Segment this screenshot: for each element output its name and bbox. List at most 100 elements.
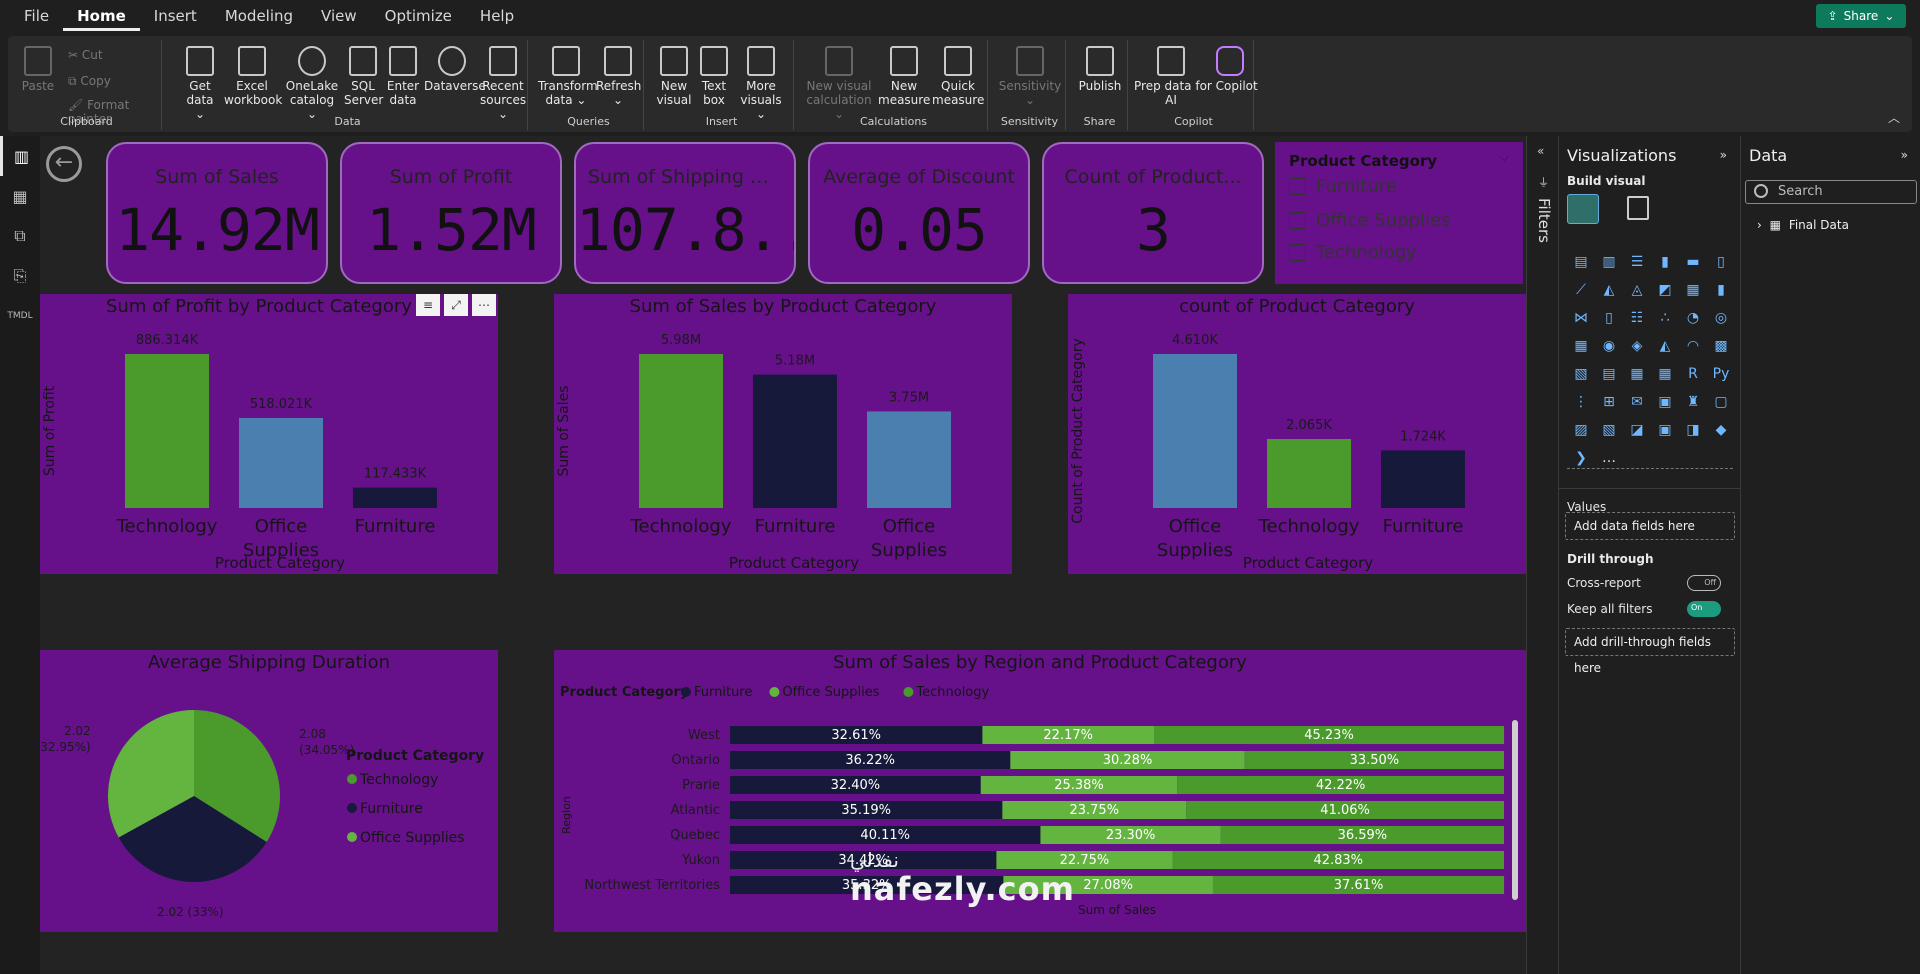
card-sum-of-sales[interactable]: Sum of Sales 14.92M bbox=[106, 142, 328, 284]
prep-data-copilot-button[interactable]: Prep data for Copilot AI bbox=[1134, 46, 1258, 107]
enter-data-button[interactable]: Enter data bbox=[384, 46, 422, 107]
get-data-button[interactable]: Get data ⌄ bbox=[180, 46, 220, 121]
more-options-icon[interactable]: ⋯ bbox=[472, 294, 496, 316]
checkbox[interactable] bbox=[1289, 212, 1306, 229]
visual-type-area-icon[interactable]: ◭ bbox=[1603, 282, 1615, 298]
collapse-right-icon[interactable]: » bbox=[1719, 148, 1727, 162]
share-button[interactable]: ⇪ Share ⌄ bbox=[1816, 4, 1906, 28]
sensitivity-button[interactable]: Sensitivity ⌄ bbox=[998, 46, 1062, 107]
visual-type-power-automate-icon[interactable]: ▣ bbox=[1658, 422, 1672, 438]
table-tree-item[interactable]: › ▦ Final Data bbox=[1757, 218, 1849, 232]
visual-type-card-icon[interactable]: ▩ bbox=[1714, 338, 1728, 354]
visual-type-100-area-icon[interactable]: ◩ bbox=[1658, 282, 1672, 298]
sql-server-button[interactable]: SQL Server bbox=[344, 46, 383, 107]
cross-report-toggle[interactable]: Off bbox=[1687, 575, 1721, 591]
chevron-right-icon[interactable]: › bbox=[1757, 218, 1762, 232]
dataverse-button[interactable]: Dataverse bbox=[424, 46, 486, 93]
visual-type-100-bar-icon[interactable]: ▬ bbox=[1686, 254, 1700, 270]
visual-type-clustered-column-icon[interactable]: ▮ bbox=[1661, 254, 1669, 270]
menu-file[interactable]: File bbox=[24, 7, 50, 25]
back-arrow-icon[interactable]: ← bbox=[46, 146, 82, 182]
slicer-option-furniture[interactable]: Furniture bbox=[1289, 176, 1397, 197]
filters-pane-collapsed[interactable]: « ⏚ Filters bbox=[1526, 136, 1558, 974]
quick-measure-button[interactable]: Quick measure bbox=[932, 46, 984, 107]
visual-type-metrics-icon[interactable]: ♜ bbox=[1686, 394, 1700, 410]
visual-type-diamond-icon[interactable]: ◆ bbox=[1715, 422, 1727, 438]
visual-type-line-stacked-column-icon[interactable]: ▮ bbox=[1717, 282, 1725, 298]
recent-sources-button[interactable]: Recent sources ⌄ bbox=[480, 46, 526, 121]
excel-workbook-button[interactable]: Excel workbook bbox=[224, 46, 282, 107]
copilot-button[interactable] bbox=[1208, 46, 1252, 79]
checkbox[interactable] bbox=[1289, 178, 1306, 195]
card-sum-of-profit[interactable]: Sum of Profit 1.52M bbox=[340, 142, 562, 284]
drill-through-drop-zone[interactable]: Add drill-through fields here bbox=[1565, 628, 1735, 675]
text-box-button[interactable]: Text box bbox=[696, 46, 732, 107]
copy-button[interactable]: ⧉ Copy bbox=[68, 74, 111, 88]
collapse-ribbon-icon[interactable]: ︿ bbox=[1887, 111, 1900, 125]
visual-type-python-icon[interactable]: Py bbox=[1712, 366, 1730, 382]
visual-type-line-column-icon[interactable]: ▦ bbox=[1686, 282, 1700, 298]
menu-home[interactable]: Home bbox=[63, 1, 140, 31]
visual-type-100-column-icon[interactable]: ▯ bbox=[1717, 254, 1725, 270]
visual-type-funnel-icon[interactable]: ☷ bbox=[1630, 310, 1644, 326]
format-painter-button[interactable]: 🖌 Format painter bbox=[68, 98, 130, 126]
paste-button[interactable]: Paste bbox=[18, 46, 58, 93]
visual-profit-by-category[interactable]: Sum of Profit by Product Category ≡ ⤢ ⋯ … bbox=[40, 294, 498, 574]
collapse-right-icon[interactable]: » bbox=[1900, 148, 1908, 162]
visual-type-matrix-icon[interactable]: ▦ bbox=[1658, 366, 1672, 382]
cut-button[interactable]: ✂ Cut bbox=[68, 48, 103, 62]
visual-type-r-script-icon[interactable]: R bbox=[1688, 366, 1698, 382]
table-view-icon[interactable]: ▦ bbox=[12, 186, 28, 206]
filter-icon[interactable]: ≡ bbox=[416, 294, 440, 316]
visual-average-shipping-duration[interactable]: Average Shipping Duration 2.08 (34.05%) 2.… bbox=[36, 650, 498, 932]
visual-type-qna-icon[interactable]: ✉ bbox=[1631, 394, 1643, 410]
visual-type-slicer-icon[interactable]: ▤ bbox=[1602, 366, 1616, 382]
refresh-button[interactable]: Refresh ⌄ bbox=[596, 46, 641, 107]
chevron-down-icon[interactable]: ⌵ bbox=[1499, 150, 1509, 164]
focus-mode-icon[interactable]: ⤢ bbox=[444, 294, 468, 316]
visual-type-chevron-icon[interactable]: ❯ bbox=[1575, 450, 1587, 466]
visual-type-kpi-icon[interactable]: ▧ bbox=[1574, 366, 1588, 382]
slicer-option-office-supplies[interactable]: Office Supplies bbox=[1289, 210, 1450, 231]
dax-query-icon[interactable]: ⎘ bbox=[13, 266, 27, 285]
visual-type-key-influencers-icon[interactable]: ⋮ bbox=[1574, 394, 1588, 410]
card-average-of-discount[interactable]: Average of Discount 0.05 bbox=[808, 142, 1030, 284]
model-view-icon[interactable]: ⧉ bbox=[14, 226, 26, 245]
visual-type-table-icon[interactable]: ▦ bbox=[1630, 366, 1644, 382]
new-visual-calculation-button[interactable]: New visual calculation ⌄ bbox=[804, 46, 874, 121]
report-view-icon[interactable]: ▥ bbox=[0, 136, 40, 176]
visual-type-stacked-bar-icon[interactable]: ▤ bbox=[1574, 254, 1588, 270]
visual-sales-by-category[interactable]: Sum of Sales by Product Category Sum of … bbox=[554, 294, 1012, 574]
more-visuals-button[interactable]: More visuals ⌄ bbox=[736, 46, 786, 121]
visual-type-stacked-area-icon[interactable]: ◬ bbox=[1631, 282, 1643, 298]
format-visual-tab-icon[interactable] bbox=[1627, 196, 1649, 220]
build-visual-tab-icon[interactable] bbox=[1567, 194, 1599, 224]
new-visual-button[interactable]: New visual bbox=[654, 46, 694, 107]
visual-type-ribbon-icon[interactable]: ⋈ bbox=[1574, 310, 1588, 326]
visual-type-treemap-icon[interactable]: ▦ bbox=[1574, 338, 1588, 354]
visual-type-azure-map-icon[interactable]: ◭ bbox=[1659, 338, 1671, 354]
menu-modeling[interactable]: Modeling bbox=[224, 7, 294, 25]
keep-filters-toggle[interactable]: On bbox=[1687, 601, 1721, 617]
visual-type-waterfall-icon[interactable]: ▯ bbox=[1605, 310, 1613, 326]
visual-type-donut-icon[interactable]: ◎ bbox=[1714, 310, 1728, 326]
tmdl-view-icon[interactable]: TMDL bbox=[7, 311, 33, 321]
visual-sales-by-region[interactable]: Sum of Sales by Region and Product Categ… bbox=[554, 650, 1526, 932]
new-measure-button[interactable]: New measure bbox=[878, 46, 930, 107]
visual-type-scatter-icon[interactable]: ∴ bbox=[1660, 310, 1670, 326]
visual-type-filled-map-icon[interactable]: ◈ bbox=[1631, 338, 1643, 354]
visual-type-power-apps-icon[interactable]: ◪ bbox=[1630, 422, 1644, 438]
visual-type-line-icon[interactable]: ⟋ bbox=[1576, 282, 1586, 298]
visual-type-clustered-bar-icon[interactable]: ☰ bbox=[1630, 254, 1644, 270]
visual-type-stacked-column-icon[interactable]: ▥ bbox=[1602, 254, 1616, 270]
visual-type-decomposition-tree-icon[interactable]: ⊞ bbox=[1603, 394, 1615, 410]
visual-type-paginated-icon[interactable]: ▢ bbox=[1714, 394, 1728, 410]
visual-type-analytics-icon[interactable]: ◨ bbox=[1686, 422, 1700, 438]
card-sum-of-shipping-cost[interactable]: Sum of Shipping Cost 107.8... bbox=[574, 142, 796, 284]
expand-left-icon[interactable]: « bbox=[1537, 144, 1545, 158]
card-count-of-product[interactable]: Count of Product... 3 bbox=[1042, 142, 1264, 284]
slicer-option-technology[interactable]: Technology bbox=[1289, 242, 1417, 263]
onelake-catalog-button[interactable]: OneLake catalog ⌄ bbox=[284, 46, 340, 121]
product-category-slicer[interactable]: Product Category ⌵ Furniture Office Supp… bbox=[1275, 142, 1523, 284]
menu-help[interactable]: Help bbox=[479, 7, 515, 25]
